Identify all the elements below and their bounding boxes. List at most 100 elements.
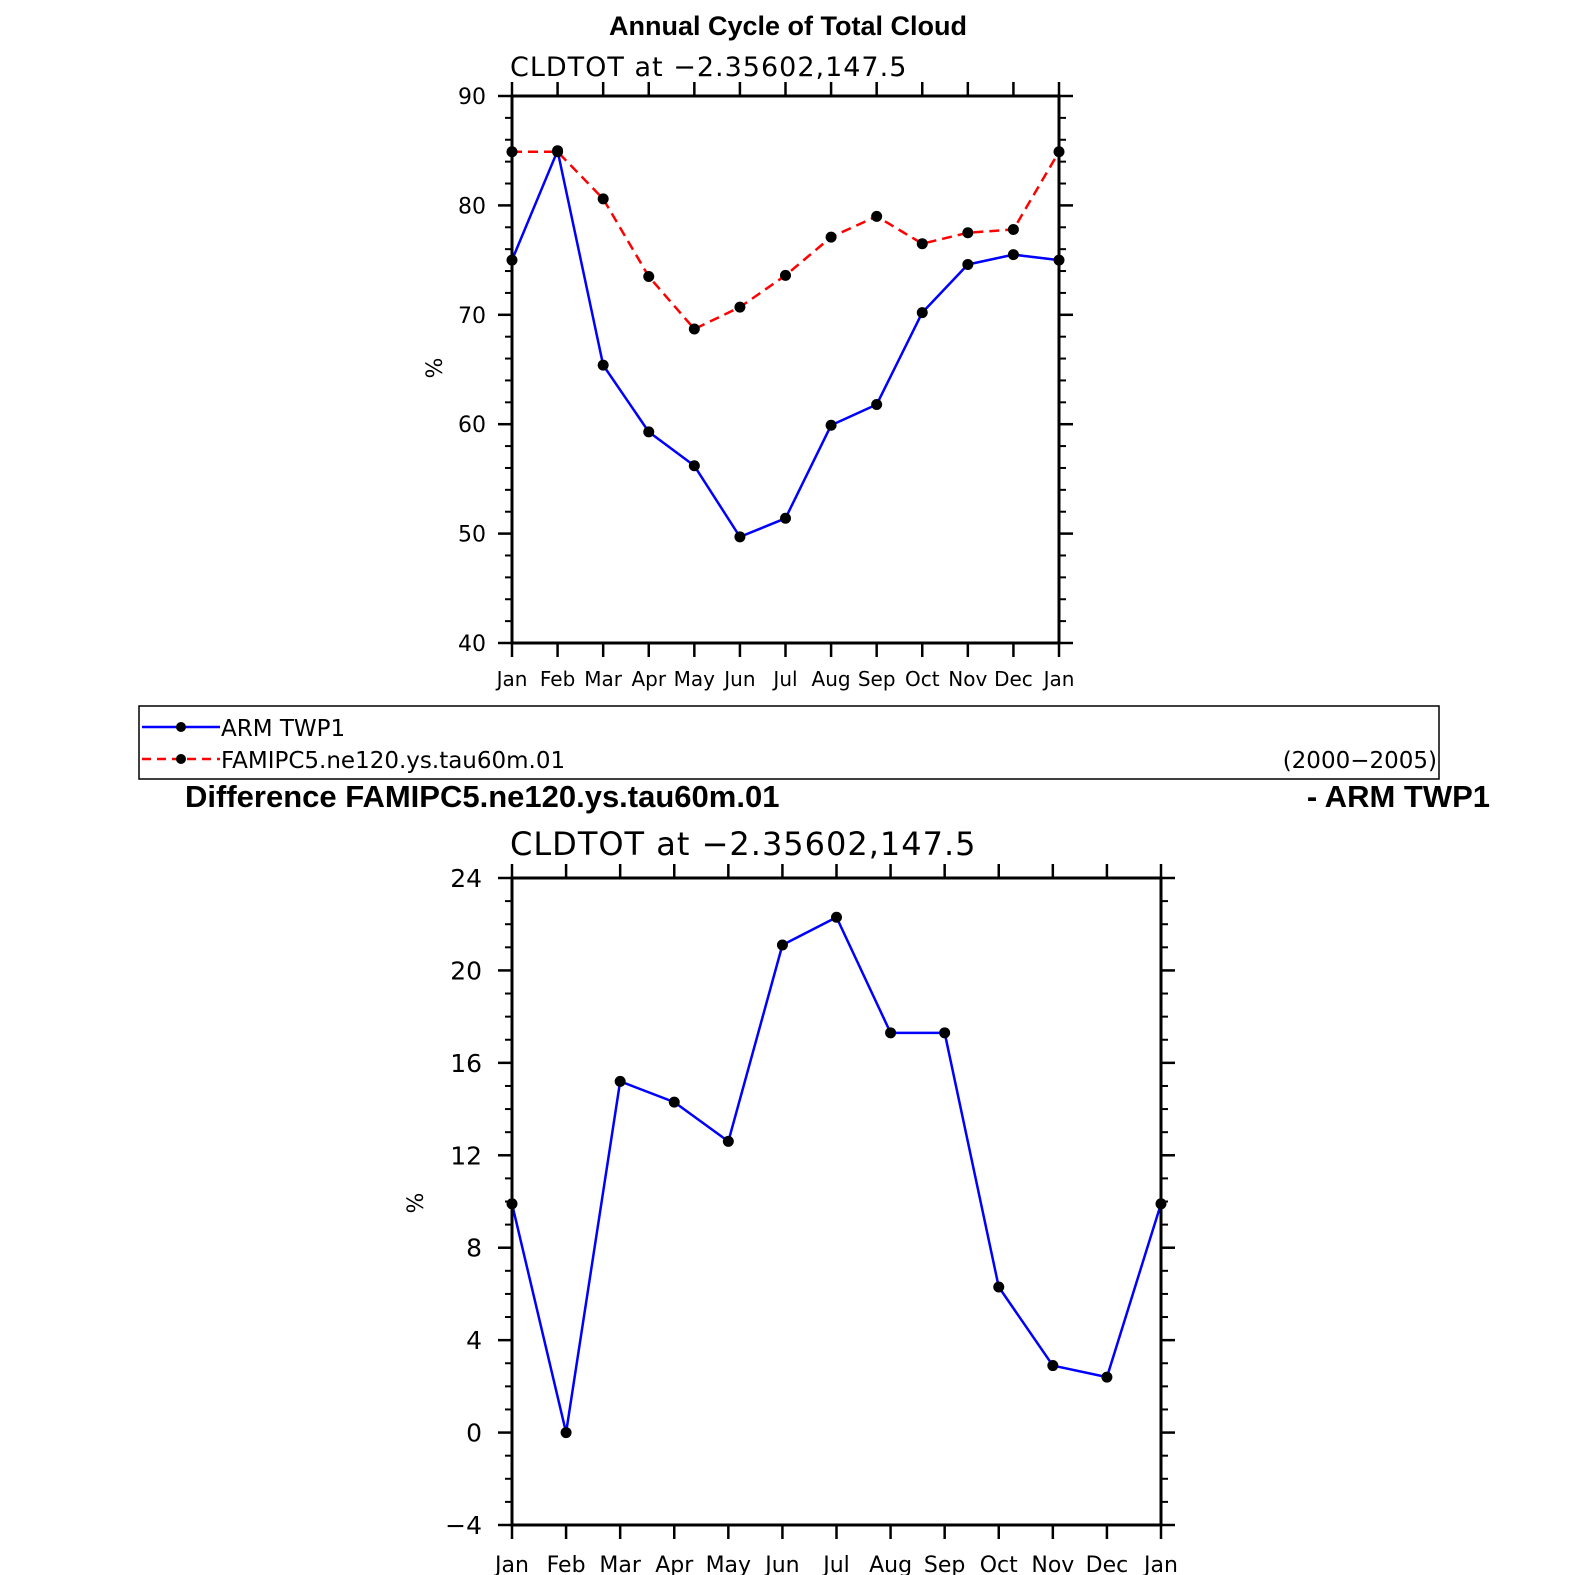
series-1-point [1047,1360,1059,1372]
x-tick-label: Jun [763,1553,799,1575]
x-tick-label: Dec [1086,1553,1129,1575]
x-tick-label: Apr [655,1553,694,1575]
chart2-ylabel: % [404,1193,429,1214]
chart1-ylabel: % [423,358,448,379]
chart2-ticks [498,864,1175,1539]
series-2-point [916,238,928,250]
series-1-point [939,1027,951,1039]
legend: ARM TWP1 FAMIPC5.ne120.ys.tau60m.01 (200… [138,705,1440,780]
x-tick-label: Sep [858,667,896,691]
x-tick-label: Feb [547,1553,586,1575]
series-1-point [722,1135,734,1147]
series-line-1 [510,149,1060,539]
x-tick-label: Apr [631,667,666,691]
x-tick-label: Aug [869,1553,912,1575]
chart2-series-lines [510,916,1163,1434]
x-tick-label: Aug [812,667,851,691]
series-line-1 [510,916,1163,1434]
series-1-point [871,399,883,411]
series-1-point [1101,1371,1113,1383]
chart1-y-tick-labels: 40 50 60 70 80 90 [458,85,486,657]
y-tick-label: 50 [458,523,486,548]
series-1-point [885,1027,897,1039]
x-tick-label: Jan [1142,1553,1178,1575]
x-tick-label: Jan [1042,667,1075,691]
x-tick-label: Oct [905,667,940,691]
x-tick-label: Dec [994,667,1033,691]
difference-chart: Difference FAMIPC5.ne120.ys.tau60m.01 - … [185,779,1490,1575]
x-tick-label: Jun [722,667,755,691]
chart2-frame [510,876,1163,1527]
x-tick-label: Sep [924,1553,965,1575]
y-tick-label: 90 [458,85,486,110]
series-2-point [825,231,837,243]
y-tick-label: 0 [466,1419,482,1448]
y-tick-label: 8 [466,1234,482,1263]
legend-marker-model [176,754,186,764]
x-tick-label: Feb [540,667,575,691]
series-1-point [688,460,700,472]
y-tick-label: 60 [458,413,486,438]
series-1-point [993,1281,1005,1293]
x-tick-label: May [706,1553,751,1575]
y-tick-label: 16 [450,1049,482,1078]
x-tick-label: Nov [948,667,987,691]
series-1-point [776,939,788,951]
series-1-point [597,359,609,371]
x-tick-label: May [674,667,716,691]
legend-label-arm: ARM TWP1 [221,716,345,742]
x-tick-label: Mar [599,1553,641,1575]
series-2-point [871,210,883,222]
chart2-subtitle: CLDTOT at −2.35602,147.5 [510,825,977,863]
series-1-point [1007,249,1019,261]
series-1-point [614,1075,626,1087]
series-1-point [916,307,928,319]
series-2-point [780,269,791,281]
chart2-points [506,911,1167,1439]
y-tick-label: −4 [445,1511,482,1540]
legend-box [138,705,1440,780]
series-2-point [552,146,564,158]
y-tick-label: 12 [450,1141,482,1170]
chart2-title-left: Difference FAMIPC5.ne120.ys.tau60m.01 [185,779,779,814]
y-tick-label: 80 [458,194,486,219]
series-line-2 [512,150,1061,331]
chart1-subtitle: CLDTOT at −2.35602,147.5 [510,52,907,83]
y-tick-label: 20 [450,956,482,985]
series-2-point [734,301,746,313]
x-tick-label: Nov [1031,1553,1074,1575]
chart1-x-tick-labels: Jan Feb Mar Apr May Jun Jul Aug Sep Oct Nov Dec Jan [495,667,1075,691]
x-tick-label: Jan [495,667,528,691]
series-2-point [962,227,974,239]
chart1-title: Annual Cycle of Total Cloud [609,11,967,41]
chart2-title-right: - ARM TWP1 [1307,779,1490,814]
y-tick-label: 70 [458,304,486,329]
chart1-ticks [498,82,1073,657]
y-tick-label: 40 [458,632,486,657]
x-tick-label: Mar [584,667,623,691]
x-tick-label: Jul [771,667,797,691]
x-tick-label: Oct [980,1553,1018,1575]
chart1-series-lines [510,149,1061,539]
chart2-x-tick-labels: Jan Feb Mar Apr May Jun Jul Aug Sep Oct Nov Dec Jan [493,1553,1178,1575]
series-1-point [831,911,842,923]
chart1-frame [510,94,1061,645]
series-1-point [825,419,837,431]
series-1-point [780,512,791,524]
annual-cycle-chart: Annual Cycle of Total Cloud CLDTOT at −2… [423,11,1074,691]
series-2-point [597,193,609,205]
x-tick-label: Jul [821,1553,850,1575]
series-1-point [560,1427,572,1439]
x-tick-label: Jan [493,1553,529,1575]
chart2-y-tick-labels: −4 0 4 8 12 16 20 24 [445,864,482,1540]
series-2-point [643,271,655,283]
series-1-point [643,426,655,438]
legend-marker-arm [176,722,186,732]
y-tick-label: 4 [466,1326,482,1355]
chart1-points [506,145,1065,543]
series-2-point [688,323,700,335]
y-tick-label: 24 [450,864,482,893]
legend-label-model: FAMIPC5.ne120.ys.tau60m.01 [221,748,565,774]
series-1-point [668,1096,680,1108]
